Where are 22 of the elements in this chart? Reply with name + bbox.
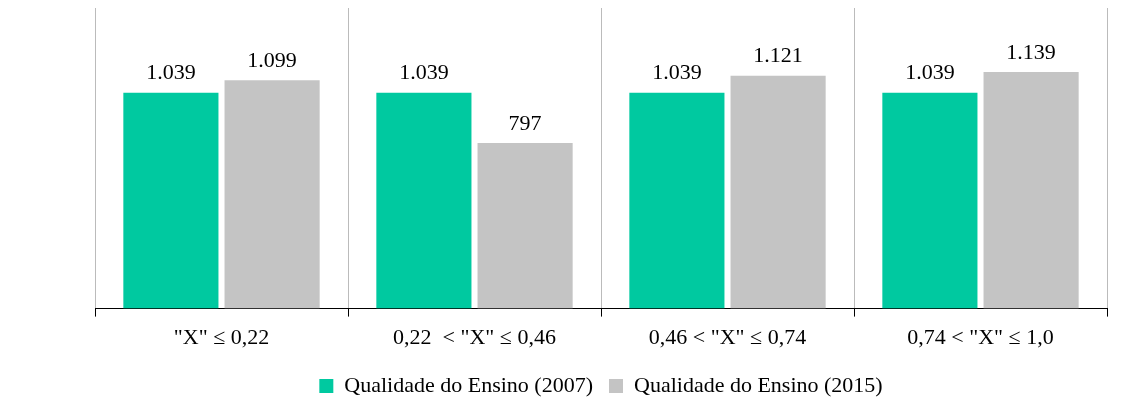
data-label: 797 <box>508 109 542 135</box>
data-label: 1.039 <box>652 59 702 85</box>
bar <box>629 92 725 309</box>
legend-label: Qualidade do Ensino (2015) <box>634 371 883 397</box>
x-tick-label: "X" ≤ 0,22 <box>173 323 270 349</box>
bar <box>730 75 826 309</box>
data-label: 1.099 <box>247 47 297 72</box>
bar <box>376 92 472 309</box>
legend-label: Qualidade do Ensino (2007) <box>344 371 593 397</box>
x-tick-label: 0,74 < "X" ≤ 1,0 <box>907 323 1054 349</box>
data-label: 1.039 <box>905 59 955 85</box>
bar <box>983 71 1079 309</box>
bar <box>882 92 978 309</box>
data-label: 1.039 <box>146 59 196 85</box>
data-label: 1.039 <box>399 59 449 85</box>
bar <box>477 142 573 309</box>
bar <box>224 80 320 309</box>
bar <box>123 92 219 309</box>
x-tick-label: 0,46 < "X" ≤ 0,74 <box>648 323 807 349</box>
data-label: 1.121 <box>753 42 803 68</box>
x-tick-label: 0,22 < "X" ≤ 0,46 <box>393 323 556 349</box>
data-label: 1.139 <box>1006 38 1056 64</box>
